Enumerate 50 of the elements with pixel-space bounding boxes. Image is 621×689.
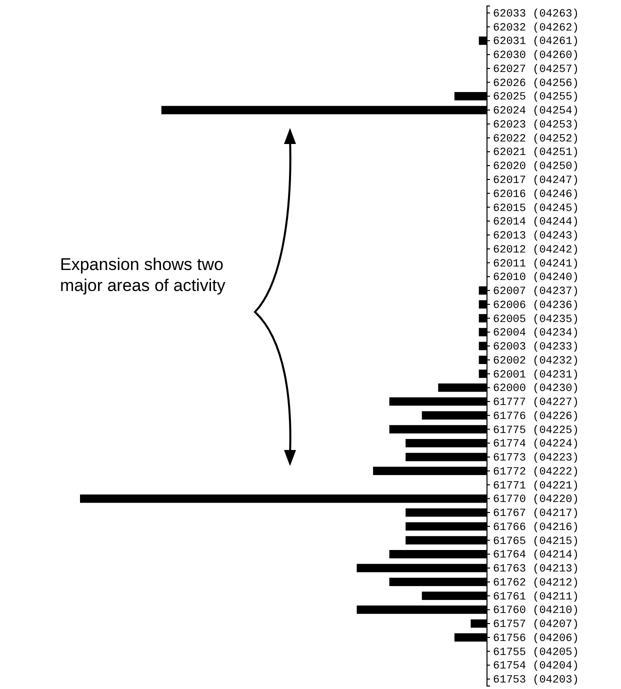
y-tick-label: 62005 (04235): [493, 314, 579, 326]
y-tick-label: 61775 (04225): [493, 424, 579, 437]
y-tick-label: 62023 (04253): [493, 119, 579, 132]
y-tick-label: 62025 (04255): [493, 92, 579, 104]
y-tick-label: 62004 (04234): [493, 328, 579, 340]
y-tick-label: 62014 (04244): [493, 216, 579, 229]
y-tick-label: 62000 (04230): [493, 383, 579, 396]
y-tick-label: 62002 (04232): [493, 355, 579, 368]
y-tick-label: 61754 (04204): [493, 660, 579, 673]
y-tick-label: 61756 (04206): [493, 632, 579, 645]
y-tick-label: 61777 (04227): [493, 397, 579, 410]
y-tick-label: 62015 (04245): [493, 202, 579, 215]
y-tick-label: 62031 (04261): [493, 36, 579, 48]
y-tick-label: 61761 (04211): [493, 591, 579, 604]
y-tick-label: 62010 (04240): [493, 272, 579, 284]
y-tick-label: 61757 (04207): [493, 619, 579, 632]
y-tick-label: 61771 (04221): [493, 480, 579, 492]
y-tick-label: 61755 (04205): [493, 646, 579, 659]
y-tick-label: 62017 (04247): [493, 174, 579, 187]
y-tick-label: 62024 (04254): [493, 106, 579, 118]
y-tick-label: 61764 (04214): [493, 550, 579, 562]
y-tick-label: 62026 (04256): [493, 78, 579, 90]
y-tick-label: 62033 (04263): [493, 8, 579, 20]
y-tick-label: 62003 (04233): [493, 342, 579, 354]
y-tick-label: 61760 (04210): [493, 605, 579, 618]
y-tick-label: 61765 (04215): [493, 536, 579, 548]
y-tick-label: 62007 (04237): [493, 286, 579, 298]
y-tick-label: 61763 (04213): [493, 564, 579, 576]
y-tick-label: 62027 (04257): [493, 64, 579, 76]
y-tick-label: 62006 (04236): [493, 300, 579, 312]
y-tick-label: 61766 (04216): [493, 522, 579, 534]
y-tick-label: 61762 (04212): [493, 577, 579, 590]
y-tick-label: 62001 (04231): [493, 369, 579, 382]
y-tick-label: 61776 (04226): [493, 410, 579, 423]
y-tick-label: 62012 (04242): [493, 244, 579, 256]
y-tick-label: 61753 (04203): [493, 674, 579, 687]
y-tick-label: 62013 (04243): [493, 230, 579, 242]
y-tick-label: 61772 (04222): [493, 466, 579, 478]
y-tick-label: 62016 (04246): [493, 188, 579, 201]
y-tick-label: 61773 (04223): [493, 452, 579, 465]
y-tick-label: 62011 (04241): [493, 258, 579, 270]
y-tick-label: 61767 (04217): [493, 508, 579, 520]
annotation: Expansion shows two major areas of activity: [60, 255, 226, 295]
y-tick-label: 62021 (04251): [493, 147, 579, 160]
y-tick-label: 62022 (04252): [493, 133, 579, 146]
y-tick-label: 62030 (04260): [493, 50, 579, 62]
y-tick-label: 62020 (04250): [493, 161, 579, 174]
y-tick-label: 62032 (04262): [493, 22, 579, 34]
y-tick-label: 61770 (04220): [493, 494, 579, 506]
y-tick-label: 61774 (04224): [493, 438, 579, 451]
